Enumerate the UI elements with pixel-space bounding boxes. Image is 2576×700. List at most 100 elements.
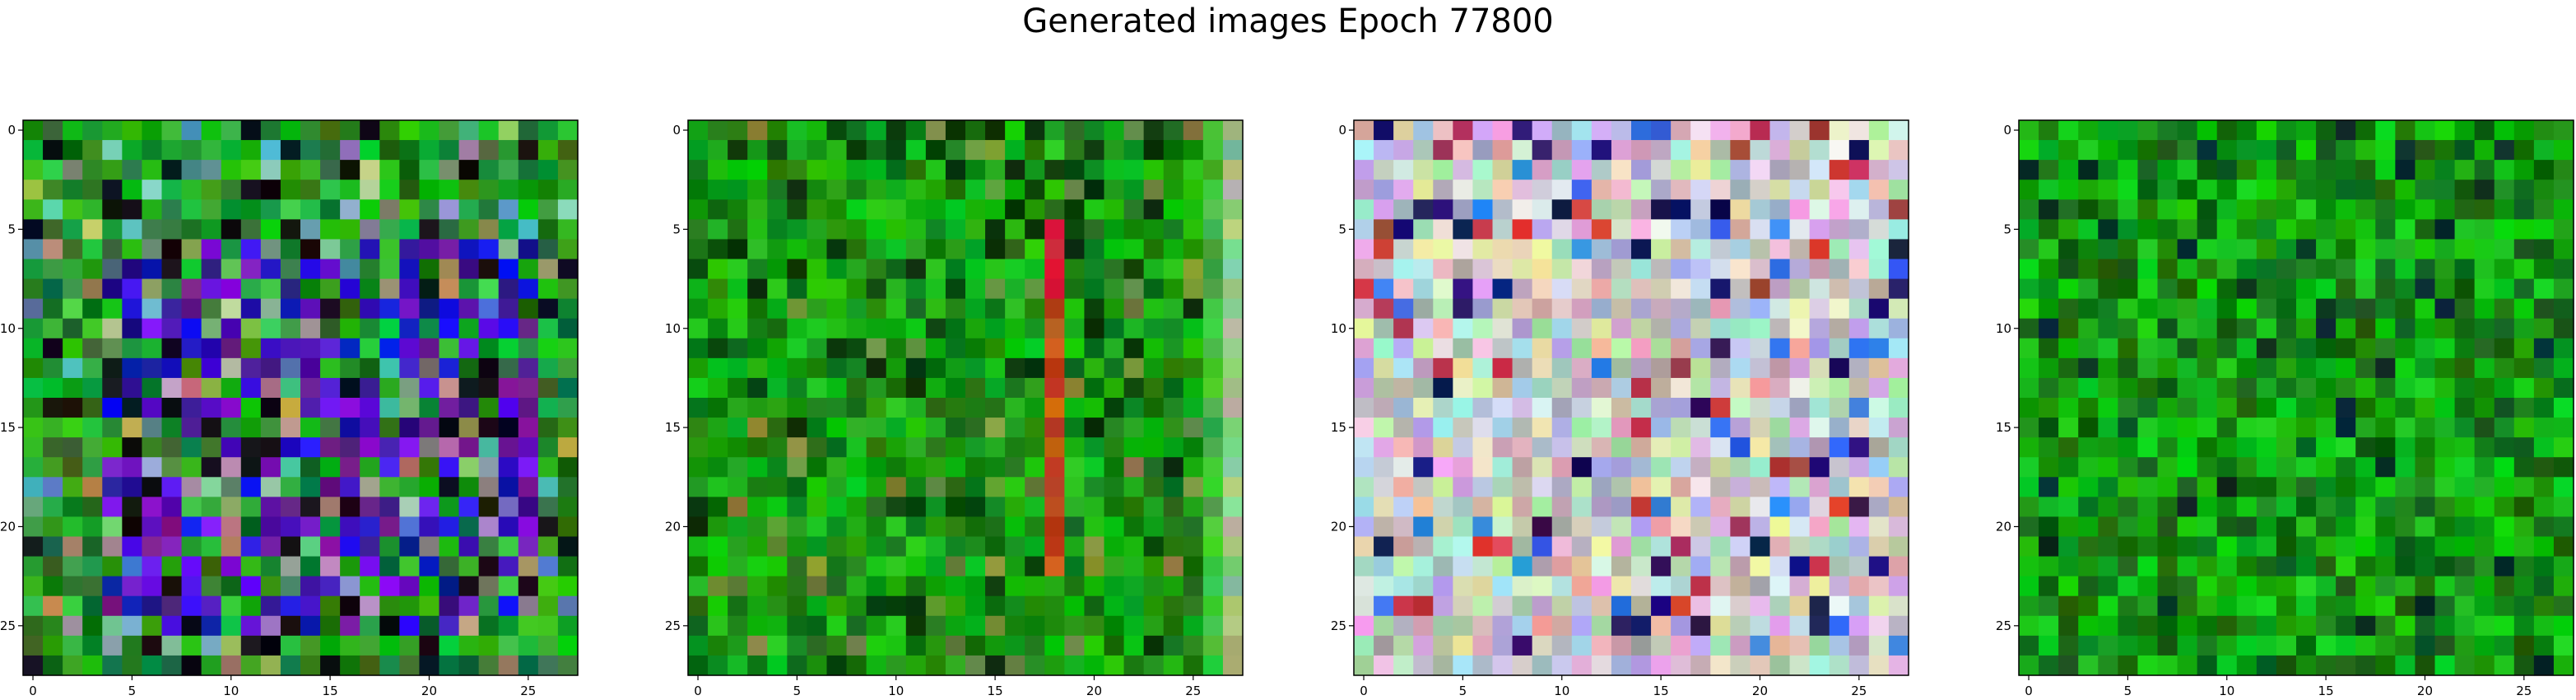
pixel-cell: [1202, 516, 1224, 538]
pixel-cell: [905, 556, 927, 577]
pixel-cell: [300, 398, 321, 418]
pixel-cell: [2533, 576, 2555, 597]
pixel-cell: [1453, 556, 1474, 577]
pixel-cell: [161, 477, 183, 497]
pixel-cell: [2494, 516, 2515, 538]
pixel-cell: [1222, 398, 1244, 418]
pixel-cell: [1453, 635, 1474, 656]
pixel-cell: [1651, 398, 1672, 418]
pixel-cell: [1163, 278, 1184, 300]
pixel-cell: [1044, 418, 1065, 438]
pixel-cell: [2137, 398, 2159, 418]
pixel-cell: [1769, 140, 1791, 161]
pixel-cell: [537, 278, 559, 300]
pixel-cell: [2177, 199, 2198, 220]
pixel-cell: [439, 219, 460, 240]
pixel-cell: [300, 556, 321, 577]
pixel-cell: [1571, 497, 1593, 518]
pixel-cell: [2355, 615, 2376, 637]
pixel-cell: [399, 219, 421, 240]
pixel-cell: [826, 556, 848, 577]
pixel-cell: [708, 418, 728, 438]
pixel-cell: [439, 338, 460, 359]
pixel-cell: [1532, 219, 1553, 240]
pixel-cell: [557, 477, 579, 497]
pixel-cell: [478, 655, 500, 676]
pixel-cell: [1202, 318, 1224, 339]
pixel-cell: [1433, 437, 1453, 458]
x-tick-label: 20: [1752, 684, 1768, 698]
y-tick-label: 0: [7, 123, 16, 138]
pixel-cell: [2137, 576, 2159, 597]
pixel-cell: [557, 437, 579, 458]
pixel-cell: [280, 516, 301, 538]
pixel-cell: [1123, 635, 1145, 656]
pixel-cell: [2454, 140, 2476, 161]
pixel-cell: [1123, 398, 1145, 418]
pixel-cell: [1005, 655, 1025, 676]
pixel-cell: [2157, 338, 2178, 359]
pixel-cell: [1789, 516, 1811, 538]
pixel-cell: [1354, 418, 1374, 438]
pixel-cell: [379, 655, 400, 676]
pixel-cell: [1005, 615, 1025, 637]
pixel-cell: [1789, 477, 1811, 497]
pixel-cell: [142, 576, 163, 597]
pixel-cell: [161, 437, 183, 458]
pixel-cell: [557, 635, 579, 656]
pixel-cell: [1631, 239, 1652, 260]
pixel-cell: [728, 377, 748, 399]
pixel-cell: [340, 180, 360, 200]
pixel-cell: [1512, 377, 1533, 399]
pixel-cell: [63, 298, 83, 320]
pixel-cell: [1433, 160, 1453, 180]
pixel-cell: [2157, 318, 2178, 339]
pixel-cell: [122, 516, 143, 538]
pixel-cell: [965, 595, 986, 617]
pixel-cell: [2177, 357, 2198, 379]
pixel-cell: [201, 278, 222, 300]
pixel-cell: [1710, 418, 1731, 438]
pixel-cell: [1769, 357, 1791, 379]
pixel-cell: [1143, 278, 1165, 300]
pixel-cell: [1651, 338, 1672, 359]
pixel-cell: [300, 516, 321, 538]
pixel-cell: [1868, 219, 1890, 240]
pixel-cell: [2276, 219, 2297, 240]
pixel-cell: [2454, 199, 2476, 220]
pixel-cell: [1671, 635, 1691, 656]
pixel-cell: [767, 318, 788, 339]
pixel-cell: [945, 655, 966, 676]
pixel-cell: [557, 536, 579, 558]
pixel-cell: [2434, 615, 2456, 637]
pixel-cell: [102, 140, 123, 161]
pixel-cell: [1868, 259, 1890, 280]
pixel-cell: [985, 497, 1006, 518]
pixel-cell: [82, 457, 103, 478]
pixel-cell: [708, 497, 728, 518]
pixel-cell: [82, 318, 103, 339]
pixel-cell: [945, 635, 966, 656]
pixel-cell: [807, 318, 828, 339]
pixel-cell: [1393, 418, 1414, 438]
pixel-cell: [2355, 357, 2376, 379]
pixel-cell: [1374, 437, 1394, 458]
pixel-cell: [280, 338, 301, 359]
pixel-cell: [2197, 357, 2218, 379]
pixel-cell: [886, 536, 907, 558]
pixel-cell: [221, 516, 242, 538]
pixel-cell: [2058, 635, 2079, 656]
pixel-cell: [1671, 398, 1691, 418]
pixel-cell: [1651, 259, 1672, 280]
pixel-cell: [122, 635, 143, 656]
pixel-cell: [747, 278, 768, 300]
pixel-cell: [478, 437, 500, 458]
pixel-cell: [43, 377, 63, 399]
pixel-cell: [63, 377, 83, 399]
pixel-cell: [1690, 180, 1711, 200]
pixel-cell: [866, 278, 887, 300]
pixel-cell: [2256, 556, 2277, 577]
pixel-cell: [1025, 418, 1045, 438]
pixel-cell: [886, 160, 907, 180]
pixel-cell: [1354, 595, 1374, 617]
